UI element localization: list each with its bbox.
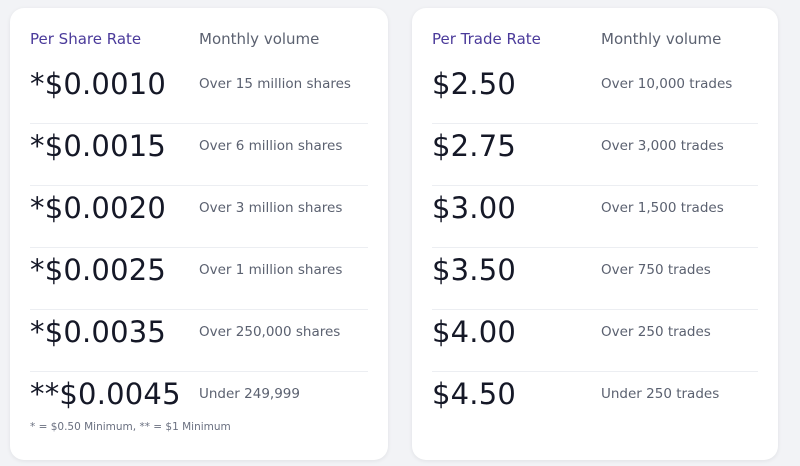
trade-tier-volume: Under 250 trades xyxy=(601,386,720,402)
share-tier-row: **$0.0045 Under 249,999 xyxy=(30,371,368,433)
share-tier-row: *$0.0025 Over 1 million shares xyxy=(30,247,368,310)
share-tier-price: *$0.0020 xyxy=(30,191,167,225)
share-tier-row: *$0.0020 Over 3 million shares xyxy=(30,185,368,248)
minimum-footnote: * = $0.50 Minimum, ** = $1 Minimum xyxy=(30,421,231,433)
trade-tier-price: $4.50 xyxy=(432,377,517,411)
trade-monthly-volume-header: Monthly volume xyxy=(601,30,722,48)
trade-tier-row: $4.00 Over 250 trades xyxy=(432,309,758,372)
trade-tier-row: $2.75 Over 3,000 trades xyxy=(432,123,758,186)
trade-tier-row: $3.00 Over 1,500 trades xyxy=(432,185,758,248)
trade-tier-volume: Over 1,500 trades xyxy=(601,200,724,216)
trade-tier-row: $2.50 Over 10,000 trades xyxy=(432,61,758,124)
share-tier-volume: Over 15 million shares xyxy=(199,76,351,92)
trade-tier-price: $4.00 xyxy=(432,315,517,349)
per-share-rate-card: Per Share Rate Monthly volume *$0.0010 O… xyxy=(10,8,388,460)
trade-tier-price: $2.75 xyxy=(432,129,517,163)
share-tier-row: *$0.0010 Over 15 million shares xyxy=(30,61,368,124)
trade-tier-row: $4.50 Under 250 trades xyxy=(432,371,758,433)
per-trade-rate-header: Per Trade Rate xyxy=(432,30,541,48)
share-tier-volume: Over 1 million shares xyxy=(199,262,343,278)
trade-tier-volume: Over 750 trades xyxy=(601,262,711,278)
share-tier-price: **$0.0045 xyxy=(30,377,181,411)
per-trade-rate-card: Per Trade Rate Monthly volume $2.50 Over… xyxy=(412,8,778,460)
share-tier-row: *$0.0015 Over 6 million shares xyxy=(30,123,368,186)
share-tier-price: *$0.0010 xyxy=(30,67,167,101)
share-tier-volume: Over 6 million shares xyxy=(199,138,343,154)
per-share-rate-header: Per Share Rate xyxy=(30,30,142,48)
trade-tier-price: $2.50 xyxy=(432,67,517,101)
trade-tier-price: $3.00 xyxy=(432,191,517,225)
share-monthly-volume-header: Monthly volume xyxy=(199,30,320,48)
share-tier-volume: Under 249,999 xyxy=(199,386,300,402)
share-tier-price: *$0.0025 xyxy=(30,253,167,287)
share-tier-volume: Over 250,000 shares xyxy=(199,324,341,340)
trade-tier-price: $3.50 xyxy=(432,253,517,287)
share-tier-price: *$0.0035 xyxy=(30,315,167,349)
trade-tier-volume: Over 3,000 trades xyxy=(601,138,724,154)
share-tier-row: *$0.0035 Over 250,000 shares xyxy=(30,309,368,372)
share-tier-volume: Over 3 million shares xyxy=(199,200,343,216)
trade-tier-row: $3.50 Over 750 trades xyxy=(432,247,758,310)
trade-tier-volume: Over 250 trades xyxy=(601,324,711,340)
share-tier-price: *$0.0015 xyxy=(30,129,167,163)
trade-tier-volume: Over 10,000 trades xyxy=(601,76,733,92)
